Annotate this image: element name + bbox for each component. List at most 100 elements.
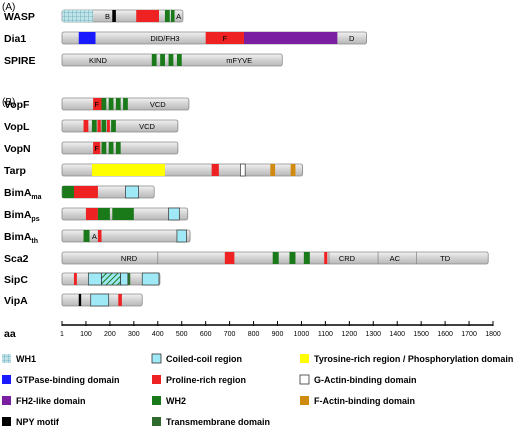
- legend-label: Coiled-coil region: [166, 354, 242, 364]
- scale-tick-label: 1100: [318, 331, 333, 338]
- scale-tick-label: 900: [272, 331, 284, 338]
- legend-swatch: [300, 396, 309, 405]
- protein-row: BimAps: [4, 207, 189, 223]
- protein-row: Sca2 NRD CRD AC TD: [4, 251, 489, 265]
- wh2-domain: [170, 10, 175, 22]
- protein-row: Tarp: [4, 163, 304, 177]
- wh2-domain: [91, 120, 97, 132]
- legend-item: FH2-like domain: [2, 396, 86, 406]
- wh2-domain: [168, 54, 174, 66]
- protein-name: BimAth: [4, 231, 38, 245]
- legend-swatch: [152, 417, 161, 426]
- scale-tick-label: 600: [200, 331, 212, 338]
- protein-name-subscript: th: [31, 238, 38, 245]
- legend-label: G-Actin-binding domain: [314, 375, 417, 385]
- domain-label: A: [92, 232, 97, 241]
- wh2-domain: [97, 208, 110, 220]
- proline-domain: [73, 273, 77, 285]
- gtpase-domain: [78, 32, 96, 44]
- scale-tick-label: 200: [104, 331, 116, 338]
- protein-row: VipA: [4, 293, 143, 307]
- protein-name: VopF: [4, 99, 30, 111]
- wh2-domain: [164, 10, 170, 22]
- proline-domain: [97, 120, 101, 132]
- proline-domain: [224, 252, 235, 264]
- scale-tick-label: 1400: [389, 331, 405, 338]
- tm-domain: [127, 273, 131, 285]
- protein-name: SipC: [4, 274, 28, 286]
- legend-label: Transmembrane domain: [166, 417, 270, 427]
- section-a-label: (A): [2, 2, 15, 13]
- domain-label: VCD: [150, 100, 166, 109]
- proline-domain: [211, 164, 219, 176]
- proline-domain: [83, 120, 89, 132]
- legend-item: Transmembrane domain: [152, 417, 270, 427]
- protein-row: SPIRE KIND mFYVE: [4, 53, 283, 67]
- domain-label: AC: [390, 254, 401, 263]
- domain-label: DID/FH3: [150, 34, 179, 43]
- domain-label: A: [176, 12, 181, 21]
- protein-row: VopL VCD: [4, 119, 179, 133]
- legend-item: F-Actin-binding domain: [300, 396, 415, 406]
- legend-item: GTPase-binding domain: [2, 375, 120, 385]
- proline-domain: [93, 98, 102, 110]
- domain-label: F: [94, 144, 99, 153]
- protein-row: SipC: [4, 272, 161, 286]
- coiled-domain: [90, 293, 110, 307]
- wh2-domain: [62, 186, 74, 198]
- protein-name: BimAma: [4, 187, 42, 201]
- proline-domain: [118, 294, 122, 306]
- coiled-domain: [176, 229, 187, 243]
- legend-swatch: [2, 354, 11, 363]
- legend-swatch: [300, 354, 309, 363]
- scale-title: aa: [4, 328, 16, 340]
- gactin-domain: [240, 163, 246, 177]
- wh2-domain: [303, 252, 310, 264]
- protein-row: WASP B A: [4, 9, 184, 23]
- proline-domain: [324, 252, 328, 264]
- protein-name: VopN: [4, 143, 31, 155]
- legend-item: Tyrosine-rich region / Phosphorylation d…: [300, 354, 513, 364]
- proline-domain: [93, 142, 101, 154]
- wh2-domain: [101, 98, 107, 110]
- domain-label: F: [94, 100, 99, 109]
- proline-domain: [107, 120, 110, 132]
- legend-swatch: [299, 374, 310, 385]
- tyrosine-domain: [91, 164, 165, 176]
- protein-row: Dia1 DID/FH3 F D: [4, 31, 367, 45]
- protein-name-subscript: ma: [31, 194, 41, 201]
- legend-label: GTPase-binding domain: [16, 375, 120, 385]
- legend-item: WH2: [152, 396, 186, 406]
- coiled-domain: [125, 185, 139, 199]
- legend-label: FH2-like domain: [16, 396, 86, 406]
- coiled-domain: [168, 207, 180, 221]
- wh2-domain: [108, 142, 114, 154]
- domain-label: D: [349, 34, 355, 43]
- protein-row: BimAma: [4, 185, 155, 201]
- protein-name: WASP: [4, 11, 35, 23]
- domain-label: F: [223, 34, 228, 43]
- legend-label: F-Actin-binding domain: [314, 396, 415, 406]
- wh2-domain: [123, 98, 128, 110]
- scale-tick-label: 700: [224, 331, 236, 338]
- scale-tick-label: 1000: [294, 331, 310, 338]
- legend-swatch: [152, 375, 161, 384]
- coiled-domain: [87, 272, 102, 286]
- scale-tick-label: 1200: [342, 331, 358, 338]
- scale-tick-label: 500: [176, 331, 188, 338]
- protein-row: VopN F: [4, 141, 179, 155]
- factin-domain: [290, 164, 296, 176]
- protein-name: BimAps: [4, 209, 40, 223]
- coiled-domain: [141, 272, 160, 286]
- wh2-domain: [176, 54, 182, 66]
- legend-label: NPY motif: [16, 417, 60, 427]
- legend-label: WH2: [166, 396, 186, 406]
- scale-tick-label: 100: [80, 331, 92, 338]
- legend-item: Proline-rich region: [152, 375, 246, 385]
- scale-tick-label: 1500: [413, 331, 429, 338]
- wh2-domain: [272, 252, 279, 264]
- legend-item: NPY motif: [2, 417, 60, 427]
- protein-name: VopL: [4, 121, 30, 133]
- factin-domain: [270, 164, 276, 176]
